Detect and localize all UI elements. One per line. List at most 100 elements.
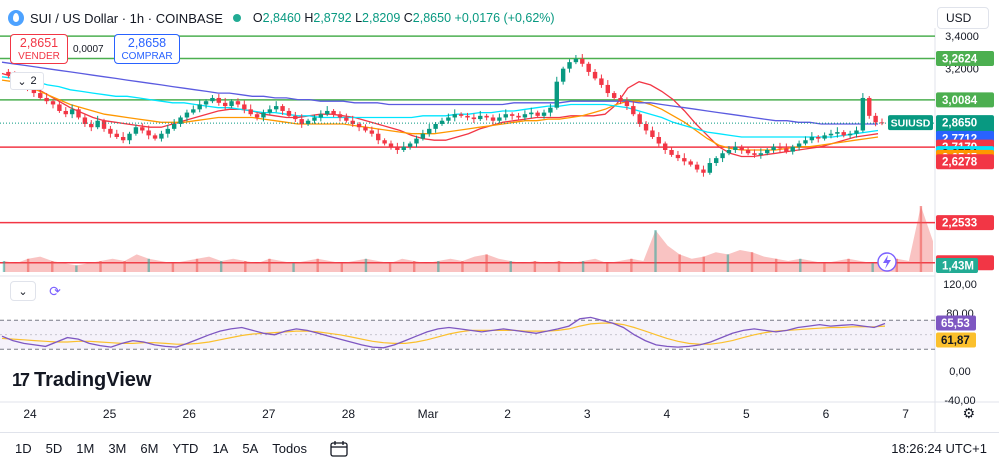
volume-bar — [413, 261, 416, 272]
candle-body — [835, 132, 840, 134]
time-tick-label: 27 — [262, 407, 276, 421]
chevron-down-icon: ⌄ — [18, 285, 28, 298]
rsi-pane — [0, 316, 935, 350]
rsi-value-badge — [936, 315, 976, 331]
price-badge-label: 2,2533 — [942, 218, 977, 230]
range-3m[interactable]: 3M — [108, 441, 127, 456]
time-tick-label: 3 — [584, 407, 591, 421]
candle-body — [809, 136, 815, 141]
moving-average-line — [1, 72, 879, 158]
buy-button[interactable]: 2,8658 COMPRAR — [114, 34, 180, 64]
volume-bar — [2, 261, 6, 272]
volume-bar — [340, 263, 344, 272]
rsi-collapse-button[interactable]: ⌄ — [10, 281, 36, 301]
volume-bar — [171, 263, 175, 272]
time-tick-label: 24 — [23, 407, 37, 421]
volume-bar — [268, 258, 271, 272]
volume-bar — [123, 261, 126, 272]
candle-body — [726, 150, 732, 154]
price-badge — [936, 51, 994, 67]
candle-body — [108, 128, 113, 134]
range-todos[interactable]: Todos — [272, 441, 307, 456]
volume-bar — [533, 261, 537, 272]
volume-bar — [26, 258, 30, 272]
refresh-icon: ⟳ — [49, 282, 61, 299]
candle-body — [675, 154, 681, 159]
candle-body — [516, 115, 521, 118]
range-6m[interactable]: 6M — [140, 441, 159, 456]
currency-selector[interactable]: USD — [937, 7, 989, 29]
candle-body — [471, 117, 477, 120]
volume-bar — [292, 263, 295, 272]
candle-body — [867, 97, 872, 116]
candle-body — [222, 102, 228, 107]
open-label: O — [252, 11, 263, 25]
candle-body — [567, 62, 572, 69]
candle-body — [388, 143, 394, 147]
candle-body — [586, 63, 591, 72]
volume-bar — [509, 261, 512, 272]
utc-clock[interactable]: 18:26:24 UTC+1 — [891, 441, 987, 456]
candle-body — [765, 150, 770, 154]
candle-body — [44, 97, 49, 102]
time-tick-label: 6 — [823, 407, 830, 421]
range-ytd[interactable]: YTD — [172, 441, 199, 456]
candle-body — [771, 146, 776, 150]
rsi-ma-label: 61,87 — [941, 335, 970, 347]
price-tick-label: 3,2000 — [945, 64, 979, 76]
candle-body — [407, 143, 413, 147]
axis-settings-gear-icon[interactable]: ⚙ — [962, 405, 975, 421]
candle-body — [592, 71, 598, 79]
close-label: C — [403, 11, 413, 25]
candle-body — [682, 158, 687, 162]
candle-body — [637, 114, 642, 124]
volume-bar — [388, 263, 392, 272]
candle-body — [356, 123, 362, 128]
volume-bar — [726, 254, 730, 272]
candle-body — [312, 117, 317, 121]
sell-price: 2,8651 — [19, 36, 59, 50]
range-1d[interactable]: 1D — [15, 441, 32, 456]
time-tick-label: 28 — [342, 407, 356, 421]
candle-body — [656, 136, 662, 144]
candle-body — [280, 106, 285, 111]
candle-body — [548, 107, 553, 113]
candle-body — [752, 153, 757, 155]
time-tick-label: 7 — [902, 407, 909, 421]
candle-body — [299, 119, 304, 124]
volume-bar — [678, 254, 681, 272]
symbol-title[interactable]: SUI / US Dollar · 1h · COINBASE — [30, 10, 223, 26]
volume-bar — [437, 261, 440, 272]
volume-bar — [799, 258, 802, 272]
candle-body — [529, 112, 534, 115]
indicators-collapse-button[interactable]: ⌄ 2 — [10, 72, 44, 90]
volume-bar — [774, 258, 778, 272]
sell-button[interactable]: 2,8651 VENDER — [10, 34, 68, 64]
high-value: 2,8792 — [313, 11, 352, 25]
rsi-refresh-button[interactable]: ⟳ — [42, 281, 68, 301]
candle-body — [114, 133, 119, 137]
candle-body — [133, 127, 139, 134]
rsi-tick-label: -40,00 — [944, 395, 975, 407]
range-5a[interactable]: 5A — [242, 441, 259, 456]
candle-body — [758, 153, 764, 155]
range-5d[interactable]: 5D — [45, 441, 63, 456]
market-open-indicator-icon — [232, 14, 241, 22]
candle-body — [363, 127, 368, 131]
candle-body — [197, 104, 202, 110]
candle-body — [662, 143, 668, 150]
go-to-date-calendar-icon[interactable] — [328, 440, 350, 458]
time-tick-label: Mar — [418, 407, 439, 421]
chart-header: SUI / US Dollar · 1h · COINBASE O2,8460 … — [8, 8, 555, 28]
candle-body — [854, 130, 859, 134]
moving-average-line — [1, 76, 879, 138]
rsi-tick-label: 120,00 — [943, 279, 977, 291]
tradingview-logo: 17 TradingView — [12, 369, 151, 392]
candle-body — [822, 135, 827, 139]
candle-body — [509, 114, 515, 116]
range-1a[interactable]: 1A — [212, 441, 229, 456]
range-1m[interactable]: 1M — [76, 441, 95, 456]
candle-body — [458, 114, 464, 116]
